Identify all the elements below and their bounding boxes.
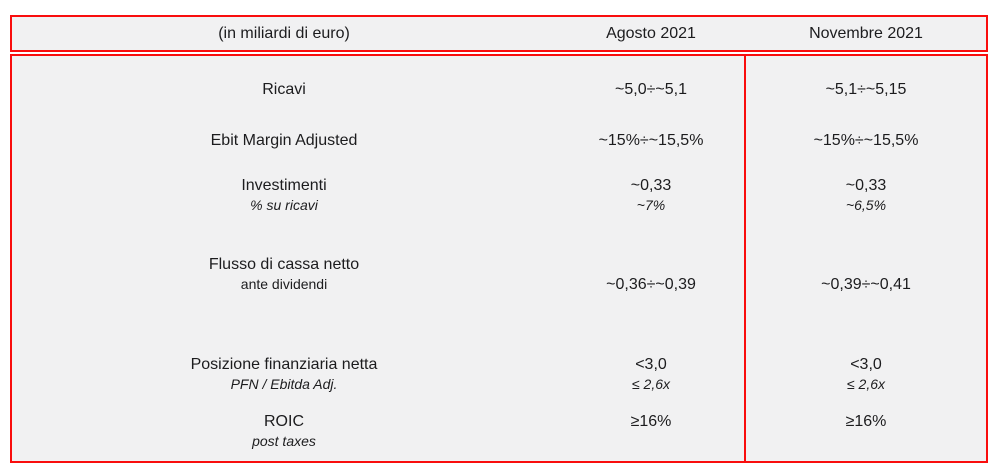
agosto-value: ~5,0÷~5,1 [615,81,687,98]
novembre-value-cell: ~5,1÷~5,15 [746,80,986,100]
row-label-cell: Ebit Margin Adjusted [12,131,556,151]
agosto-value-cell: <3,0 ≤ 2,6x [556,355,746,394]
agosto-value-cell: ≥16% [556,412,746,451]
novembre-value: ~15%÷~15,5% [813,132,919,149]
agosto-value: <3,0 [635,356,667,373]
row-label: Ebit Margin Adjusted [210,132,358,149]
row-label-cell: Ricavi [12,80,556,100]
agosto-value-cell: ~0,33 ~7% [556,176,746,215]
row-sublabel: post taxes [252,433,316,449]
novembre-subvalue: ≤ 2,6x [846,376,886,392]
novembre-value: ~0,39÷~0,41 [821,276,911,293]
novembre-value-cell: ~0,39÷~0,41 [746,255,986,295]
table-row-ricavi: Ricavi ~5,0÷~5,1 ~5,1÷~5,15 [12,80,986,100]
agosto-value-cell: ~5,0÷~5,1 [556,80,746,100]
row-sublabel: % su ricavi [250,197,318,213]
agosto-value: ≥16% [630,413,672,430]
row-label-cell: Posizione finanziaria netta PFN / Ebitda… [12,355,556,394]
table-row-ebit-margin: Ebit Margin Adjusted ~15%÷~15,5% ~15%÷~1… [12,131,986,151]
row-label: Ricavi [262,81,306,98]
agosto-subvalue: ~7% [636,197,666,213]
column-header-novembre-2021: Novembre 2021 [809,24,923,42]
row-label-cell: Flusso di cassa netto ante dividendi [12,255,556,295]
novembre-subvalue: ~6,5% [845,197,887,213]
row-label: Flusso di cassa netto [208,256,360,273]
novembre-value: ≥16% [845,413,887,430]
row-sublabel: PFN / Ebitda Adj. [230,376,338,392]
agosto-value: ~0,36÷~0,39 [606,276,696,293]
table-body: Ricavi ~5,0÷~5,1 ~5,1÷~5,15 Ebit Margin … [10,54,988,463]
table-header-row: (in miliardi di euro) Agosto 2021 Novemb… [10,15,988,52]
financial-targets-table: (in miliardi di euro) Agosto 2021 Novemb… [10,15,988,463]
row-label: Posizione finanziaria netta [190,356,378,373]
row-label-cell: Investimenti % su ricavi [12,176,556,215]
unit-label: (in miliardi di euro) [218,24,350,42]
column-header-agosto-2021: Agosto 2021 [606,24,696,42]
agosto-value: ~0,33 [630,177,672,194]
table-row-investimenti: Investimenti % su ricavi ~0,33 ~7% ~0,33… [12,176,986,215]
column-divider-line [744,56,746,461]
row-label-cell: ROIC post taxes [12,412,556,451]
row-sublabel: ante dividendi [240,276,328,292]
novembre-value-cell: <3,0 ≤ 2,6x [746,355,986,394]
table-row-flusso-di-cassa: Flusso di cassa netto ante dividendi ~0,… [12,255,986,295]
row-label: ROIC [264,413,304,430]
novembre-value-cell: ≥16% [746,412,986,451]
table-row-roic: ROIC post taxes ≥16% ≥16% [12,412,986,451]
agosto-value: ~15%÷~15,5% [598,132,704,149]
agosto-subvalue: ≤ 2,6x [631,376,671,392]
novembre-value: <3,0 [850,356,882,373]
row-label: Investimenti [241,177,327,194]
novembre-value-cell: ~0,33 ~6,5% [746,176,986,215]
agosto-value-cell: ~15%÷~15,5% [556,131,746,151]
novembre-value: ~0,33 [845,177,887,194]
agosto-value-cell: ~0,36÷~0,39 [556,255,746,295]
novembre-value: ~5,1÷~5,15 [825,81,907,98]
table-row-posizione-finanziaria: Posizione finanziaria netta PFN / Ebitda… [12,355,986,394]
novembre-value-cell: ~15%÷~15,5% [746,131,986,151]
